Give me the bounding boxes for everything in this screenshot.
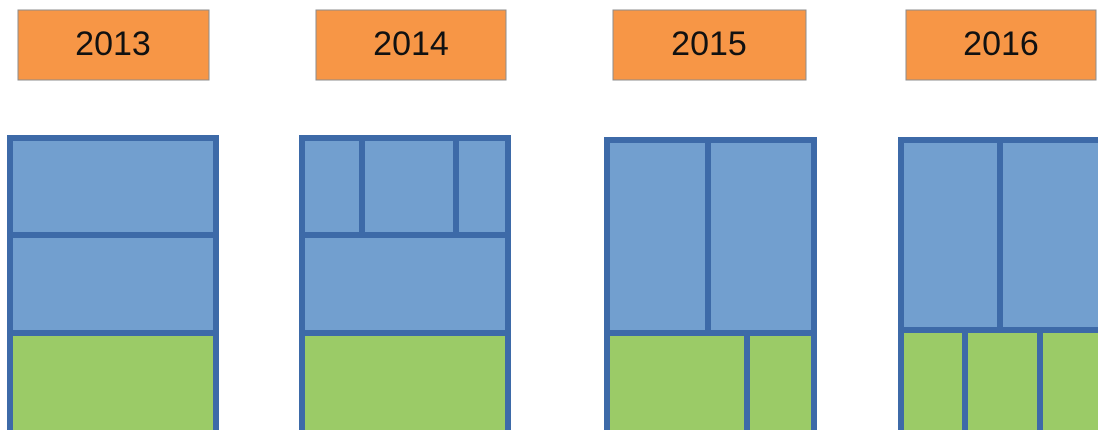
layout-2013 — [7, 135, 219, 430]
layout-2016 — [898, 137, 1098, 430]
label-box — [17, 9, 210, 81]
year-label: 2014 — [373, 25, 449, 63]
label-box — [905, 9, 1097, 81]
label-box — [315, 9, 507, 81]
layout-2014 — [299, 135, 511, 430]
layout-2015 — [604, 137, 817, 430]
year-label: 2016 — [963, 25, 1039, 63]
year-label: 2015 — [671, 25, 747, 63]
label-box — [612, 9, 807, 81]
year-label: 2013 — [75, 25, 151, 63]
